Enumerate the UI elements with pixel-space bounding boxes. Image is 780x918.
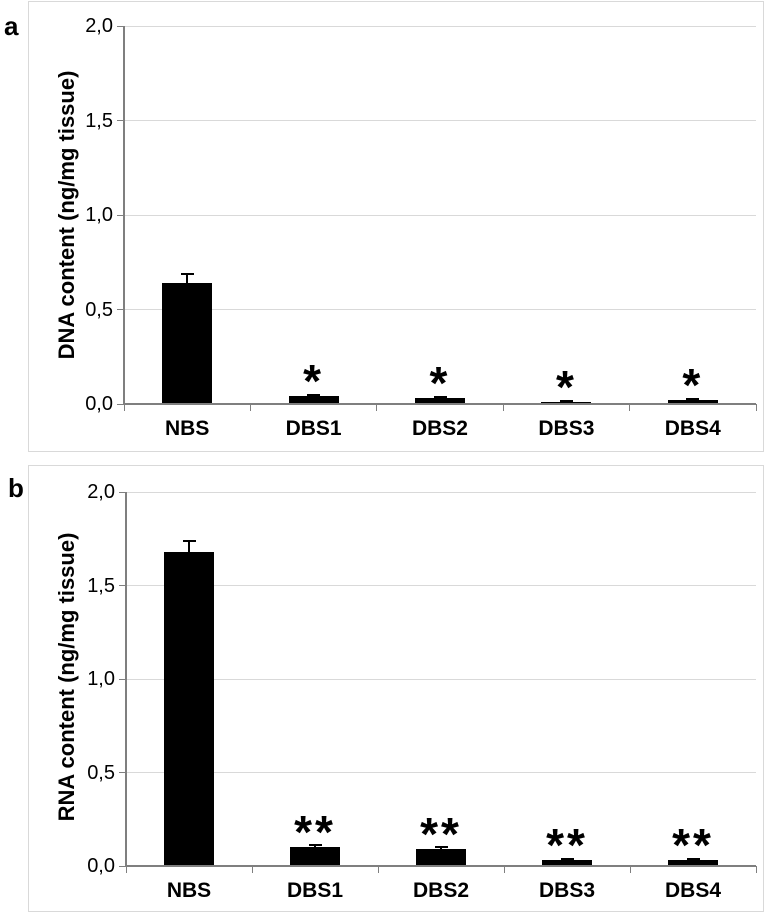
x-axis-tick	[755, 866, 757, 873]
error-bar-cap	[433, 395, 447, 398]
y-tick-label: 1,0	[87, 668, 115, 690]
gridline	[124, 214, 756, 216]
gridline	[126, 772, 756, 773]
error-bar-cap	[686, 398, 700, 401]
x-axis-tick	[629, 404, 631, 411]
significance-marker: **	[294, 806, 336, 859]
category-label-nbs: NBS	[166, 879, 212, 902]
significance-marker: *	[555, 361, 577, 414]
error-bar-cap	[434, 846, 448, 849]
y-axis-tick	[117, 309, 124, 310]
x-axis-tick	[376, 404, 378, 411]
bar-dbs1	[290, 847, 340, 866]
y-axis-tick	[119, 865, 126, 867]
x-axis-tick	[377, 866, 379, 873]
error-bar-stem	[314, 845, 316, 848]
significance-marker: **	[672, 819, 714, 872]
bar-nbs	[162, 283, 213, 404]
x-axis-tick	[502, 404, 504, 411]
y-tick-label: 2,0	[87, 481, 115, 503]
bar-dbs3	[542, 860, 592, 866]
gridline	[126, 491, 756, 493]
bar-dbs4	[668, 860, 718, 866]
x-axis-tick	[503, 866, 505, 873]
category-label-dbs1: DBS1	[286, 879, 344, 902]
x-axis-tick	[249, 404, 251, 411]
y-axis-tick	[117, 403, 124, 405]
significance-marker: *	[303, 355, 325, 408]
y-tick-label: 0,5	[87, 761, 115, 784]
y-axis-tick	[119, 678, 126, 680]
x-axis-line	[123, 403, 756, 405]
error-bar-stem	[188, 540, 190, 552]
category-label-dbs2: DBS2	[411, 417, 468, 440]
significance-marker: *	[682, 359, 704, 412]
y-axis-tick	[119, 772, 126, 773]
significance-marker: *	[429, 357, 451, 410]
bar-dbs2	[416, 849, 466, 866]
y-axis-tick	[117, 120, 124, 121]
error-bar-cap	[307, 393, 321, 396]
y-axis-line	[125, 492, 127, 866]
y-axis-tick	[117, 25, 124, 27]
category-label-dbs1: DBS1	[285, 417, 342, 440]
bar-dbs4	[667, 400, 718, 404]
x-axis-tick	[125, 866, 127, 873]
error-bar-cap	[180, 272, 194, 275]
error-bar-stem	[186, 273, 189, 284]
gridline	[124, 309, 756, 310]
y-tick-label: 1,5	[87, 574, 115, 597]
category-label-dbs3: DBS3	[538, 417, 595, 440]
y-tick-label: 1,0	[85, 204, 113, 226]
y-axis-tick	[117, 214, 124, 216]
error-bar-cap	[686, 857, 700, 860]
category-label-dbs4: DBS4	[664, 879, 722, 902]
x-axis-tick	[251, 866, 253, 873]
y-tick-label: 2,0	[85, 15, 113, 37]
panel-a-dna-chart: DNA content (ng/mg tissue) 0,0 0,5 1,0 1,5 2…	[28, 1, 764, 452]
panel-letter-a: a	[4, 11, 19, 41]
category-label-dbs4: DBS4	[664, 417, 721, 440]
panel-letter-b: b	[8, 473, 24, 503]
gridline	[124, 120, 756, 121]
y-axis-tick	[119, 585, 126, 586]
bar-dbs2	[415, 398, 465, 404]
error-bar-cap	[560, 857, 574, 860]
y-tick-label: 1,5	[85, 109, 113, 132]
error-bar-cap	[559, 400, 573, 403]
category-label-dbs2: DBS2	[412, 879, 470, 902]
x-axis-tick	[123, 404, 125, 411]
error-bar-cap	[182, 539, 196, 542]
category-label-nbs: NBS	[165, 417, 210, 440]
panel-b-rna-chart: RNA content (ng/mg tissue) 0,0 0,5 1,0 1,5 2…	[28, 465, 764, 912]
significance-marker: **	[546, 819, 588, 872]
error-bar-cap	[308, 844, 322, 847]
bar-dbs1	[288, 396, 339, 404]
gridline	[124, 25, 756, 27]
y-axis-line	[123, 26, 125, 404]
significance-marker: **	[420, 808, 462, 861]
gridline	[126, 678, 756, 680]
bar-nbs	[164, 551, 214, 866]
gridline	[126, 585, 756, 586]
y-tick-label: 0,5	[85, 298, 113, 321]
x-axis-tick	[629, 866, 631, 873]
y-axis-tick	[119, 491, 126, 493]
category-label-dbs3: DBS3	[538, 879, 596, 902]
y-tick-label: 0,0	[85, 393, 113, 415]
x-axis-tick	[755, 404, 757, 411]
y-tick-label: 0,0	[87, 855, 115, 877]
x-axis-line	[125, 865, 756, 867]
